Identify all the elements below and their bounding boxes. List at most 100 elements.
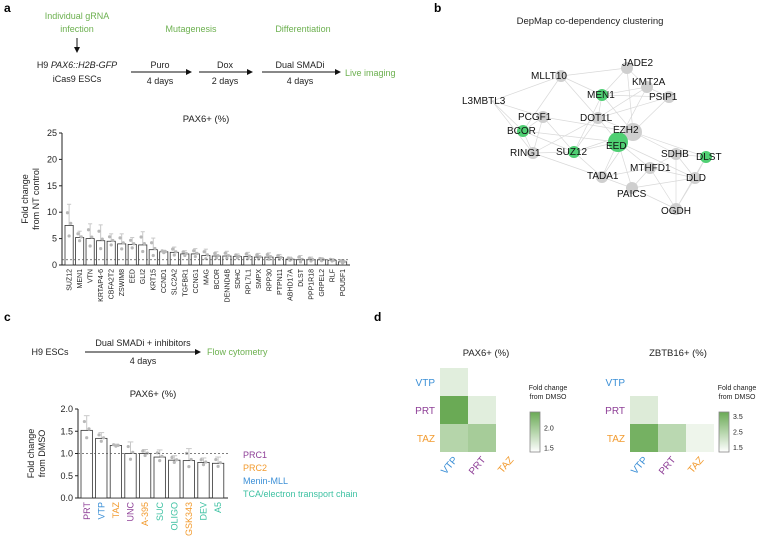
network-node-label: SUZ12 [556,147,588,158]
network-edge [560,67,628,77]
heatmap-cell [440,424,468,452]
data-point [300,257,304,261]
arrow-label: Dox [217,60,234,70]
data-point [199,458,203,462]
network-node-label: KMT2A [632,77,666,88]
data-point [111,238,115,243]
bar [80,429,93,499]
data-point [181,250,185,254]
network-node [621,62,633,74]
network-node [592,112,604,124]
data-point [216,254,220,258]
data-point [202,250,206,254]
data-point [90,235,94,239]
x-tick-label: ZSWIM8 [119,269,126,296]
arrow-label: Dual SMADi [275,60,324,70]
data-point [128,457,133,461]
bar [168,459,181,499]
bar [169,251,179,266]
heatmap-cell [658,424,686,452]
x-tick-label: OLIGO [169,502,179,531]
data-point [193,254,197,259]
network-node [555,70,567,82]
network-edge [617,141,696,179]
bar [75,237,85,266]
data-point [158,459,162,463]
colorbar-title: Fold change [718,385,757,392]
row-label: VTP [416,378,436,389]
data-point [265,252,269,257]
data-point [201,463,206,467]
group-legend: PRC1 PRC2 Menin-MLL TCA/electron transport … [243,450,358,499]
network-edge [597,86,648,119]
network-edge [573,117,599,153]
colorbar-tick-label: 3.5 [733,414,743,421]
network-node [537,111,549,123]
stage-label: Mutagenesis [165,24,217,34]
data-point [225,256,229,260]
network-node [644,162,656,174]
bar [117,243,127,266]
network-node [608,132,628,152]
data-point [195,251,199,255]
endpoint-label: Live imaging [345,68,396,78]
column-label: TAZ [686,455,706,476]
data-point [172,460,176,464]
network-edge [601,167,651,178]
network-node-label: EED [606,141,627,152]
heatmap-zbtb16: ZBTB16+ (%) VTP PRT TAZ VTP PRT TAZ Fold change… [605,348,756,477]
network-edge [560,75,599,119]
x-tick-label: PPP1R18 [308,269,315,300]
x-tick-label: DLST [298,268,305,287]
bar [182,460,195,499]
y-axis-label-line: from NT control [31,168,41,230]
y-tick-label: 15 [47,181,57,191]
data-point [189,457,193,462]
network-edge [532,151,575,154]
network-edge [649,167,677,210]
y-tick-label: 0.5 [60,471,73,481]
arrow-label: 4 days [287,76,314,86]
schematic-a: Individual gRNA infection H9 PAX6::H2B-G… [37,11,396,86]
network-node-label: JADE2 [622,58,654,69]
legend-item: PRC1 [243,450,267,460]
row-label: PRT [605,406,625,417]
network-edge [532,152,603,178]
network-node [626,182,638,194]
data-point [69,221,73,225]
data-point [339,258,343,263]
network-node-label: MLLT10 [531,71,567,82]
cell-line-label: H9 PAX6::H2B-GFP [37,60,117,70]
bar [197,461,210,499]
x-tick-label: RLF [330,269,337,282]
network-node [527,147,539,159]
network-edge [626,67,634,133]
arrow-label: 2 days [212,76,239,86]
x-tick-label: SUC [155,502,165,522]
network-node-label: EZH2 [613,125,639,136]
x-tick-label: DEV [199,502,209,521]
x-tick-label: TGFBR1 [182,269,189,297]
bar [96,240,106,266]
data-point [99,439,103,443]
network-node [517,125,529,137]
panel-letter-a: a [4,1,11,15]
data-point [279,255,283,259]
network-edge [601,86,648,96]
heatmap-cell [686,424,714,452]
data-point [141,249,145,254]
bar [211,462,225,499]
cell-line-prefix: H9 [37,60,51,70]
column-label: VTP [629,455,650,477]
heatmap-cell [630,396,658,424]
data-point [276,254,280,258]
data-point [86,228,91,232]
data-point [268,255,273,259]
chart-title: PAX6+ (%) [130,389,177,400]
data-point [216,464,220,469]
colorbar [529,411,541,453]
x-tick-label: PRT [82,502,92,520]
data-point [67,234,71,238]
network-edge [601,94,670,98]
x-tick-label: TAZ [111,502,121,519]
